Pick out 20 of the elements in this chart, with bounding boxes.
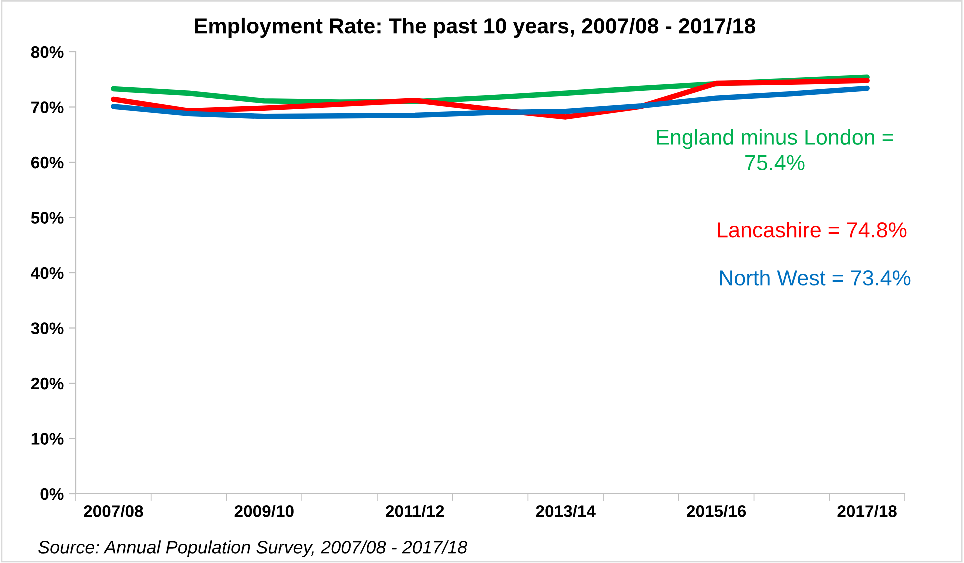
source-note: Source: Annual Population Survey, 2007/08 - 2017/18 bbox=[38, 540, 468, 558]
x-tick-label: 2017/18 bbox=[838, 505, 897, 518]
y-tick-label: 10% bbox=[32, 433, 64, 445]
series-label: England minus London = 75.4% bbox=[657, 129, 894, 171]
y-tick-label: 70% bbox=[32, 102, 64, 114]
x-tick-label: 2011/12 bbox=[386, 505, 444, 518]
y-tick-label: 40% bbox=[31, 267, 64, 280]
x-tick-label: 2015/16 bbox=[687, 505, 746, 518]
x-tick-label: 2013/14 bbox=[536, 505, 596, 518]
chart-title: Employment Rate: The past 10 years, 2007/08 - 2017/18 bbox=[195, 18, 756, 38]
y-tick-label: 30% bbox=[31, 322, 64, 334]
y-tick-label: 50% bbox=[31, 212, 64, 224]
y-tick-label: 0% bbox=[40, 488, 64, 500]
x-tick-label: 2009/10 bbox=[234, 505, 294, 518]
text: Lancashire = 74.8% bbox=[718, 222, 907, 238]
y-tick-label: 80% bbox=[31, 46, 64, 58]
text: North West = 73.4% bbox=[720, 270, 911, 286]
y-tick-label: 20% bbox=[31, 378, 64, 390]
y-tick-label: 60% bbox=[31, 156, 64, 169]
x-tick-label: 2007/08 bbox=[84, 505, 144, 518]
